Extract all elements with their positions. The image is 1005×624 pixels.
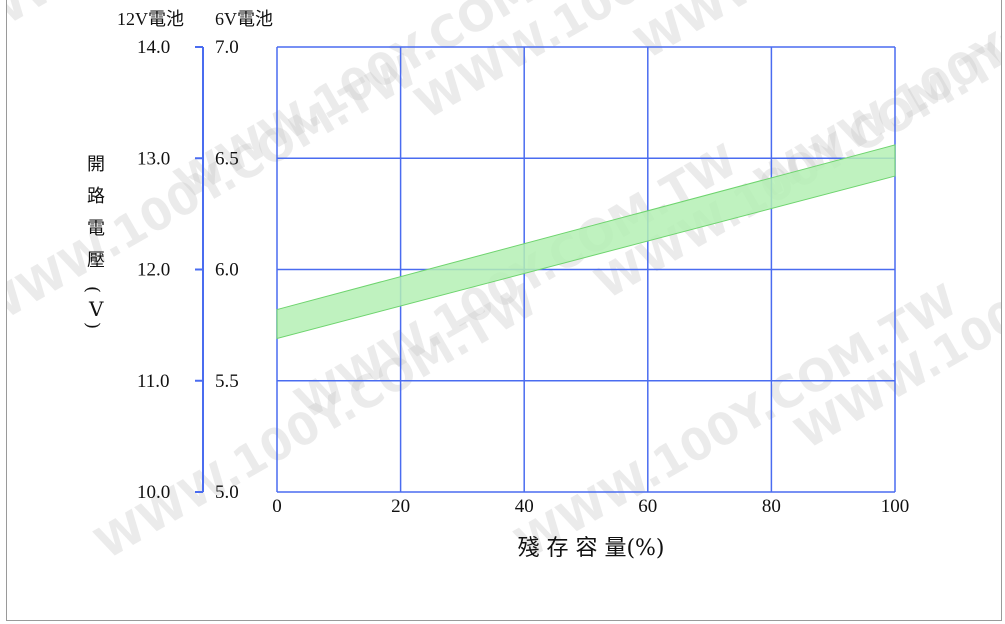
x-tick-label: 100: [881, 496, 910, 517]
chart-frame: WWW.100Y.COM.TW WWW.100Y.COM.TW WWW.100Y.C…: [6, 0, 1002, 621]
x-tick-label: 40: [515, 496, 534, 517]
y-axis-label-char: 路: [87, 186, 105, 207]
x-tick-label: 80: [762, 496, 781, 517]
y-tick-label-6v: 5.5: [215, 371, 239, 392]
y-tick-label-6v: 5.0: [215, 482, 239, 503]
battery-voltage-chart: WWW.100Y.COM.TWWWW.100Y.COM.TWWWW.100Y.C…: [7, 0, 1001, 570]
y-axis-label-char: 壓: [87, 250, 105, 271]
y-axis-label-char: 開: [87, 154, 105, 175]
y-tick-label-12v: 11.0: [137, 371, 170, 392]
x-tick-label: 20: [391, 496, 410, 517]
y-axis-label-char: V: [88, 297, 104, 321]
header-12v: 12V電池: [117, 9, 184, 29]
y-axis-label-char: ): [82, 322, 103, 329]
y-tick-label-12v: 13.0: [137, 148, 170, 169]
watermark-text: WWW.100Y.COM.TW: [507, 275, 966, 569]
voltage-band-area: [276, 144, 896, 340]
y-tick-label-12v: 12.0: [137, 260, 170, 281]
chart-axes: 5.0 5.5 6.0 6.5 7.0 10.0 11.0 12.0 13.0 14.0 0 20 40…: [137, 37, 909, 517]
y-tick-label-12v: 10.0: [137, 482, 170, 503]
watermark-text: WWW.100Y.COM.TW: [7, 0, 386, 70]
y-tick-label-6v: 6.5: [215, 148, 239, 169]
y-axis-label-char: 電: [87, 218, 105, 239]
voltage-band: [276, 144, 896, 340]
x-axis-label: 殘 存 容 量(%): [517, 536, 664, 561]
y-tick-label-6v: 6.0: [215, 260, 239, 281]
y-tick-label-6v: 7.0: [215, 37, 239, 58]
y-axis-label-char: (: [82, 286, 103, 293]
y-tick-label-12v: 14.0: [137, 37, 170, 58]
chart-grid: [276, 46, 896, 493]
x-tick-label: 0: [272, 496, 282, 517]
header-6v: 6V電池: [215, 9, 273, 29]
x-tick-label: 60: [638, 496, 657, 517]
